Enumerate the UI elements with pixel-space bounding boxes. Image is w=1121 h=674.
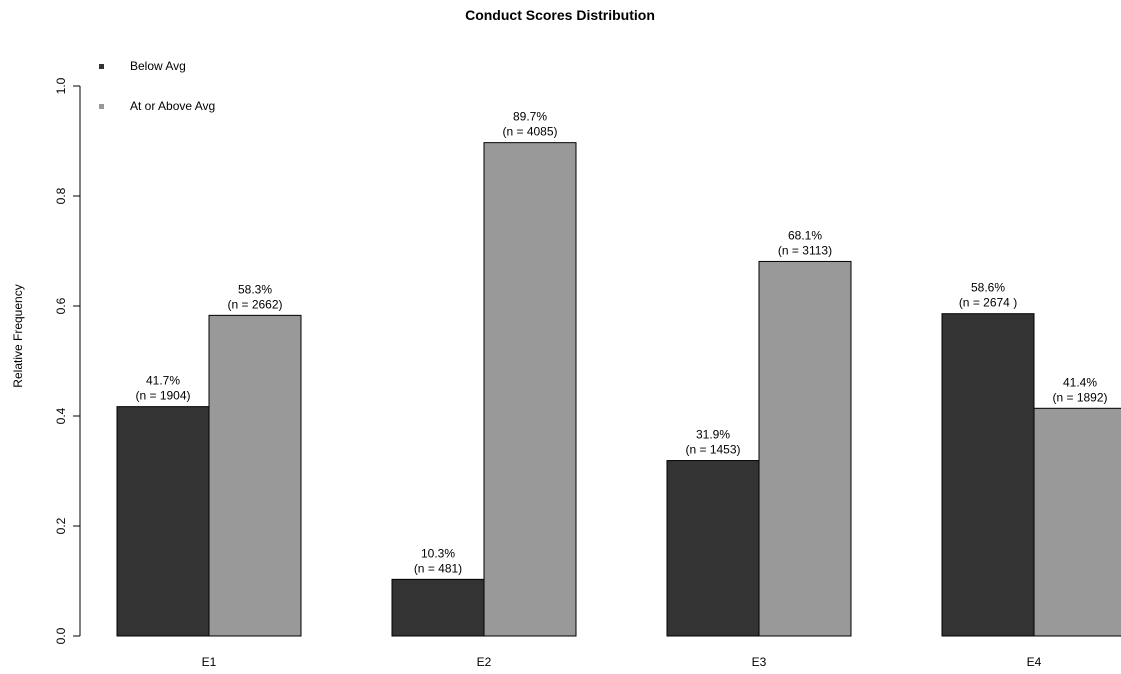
y-tick-label: 1.0 <box>54 77 68 94</box>
data-label-pct: 58.6% <box>971 281 1005 295</box>
bar-e1-below-avg <box>116 406 210 637</box>
legend-label: At or Above Avg <box>130 99 215 113</box>
y-tick-label: 0.8 <box>54 187 68 204</box>
x-axis: E1 E2 E3 E4 <box>202 655 1042 669</box>
chart-title: Conduct Scores Distribution <box>465 7 655 23</box>
bar-e3-at-or-above-avg <box>758 260 852 637</box>
y-tick-label: 0.4 <box>54 407 68 424</box>
x-tick-label: E1 <box>202 655 217 669</box>
bar-e4-at-or-above-avg <box>1033 407 1121 637</box>
y-axis: 0.0 0.2 0.4 0.6 0.8 1.0 <box>54 77 81 644</box>
data-label-n: (n = 3113) <box>778 243 832 257</box>
bars: 41.7%(n = 1904)58.3%(n = 2662)10.3%(n = … <box>116 110 1121 637</box>
data-label-n: (n = 4085) <box>502 125 557 139</box>
bar-e2-below-avg <box>391 578 485 637</box>
legend-label: Below Avg <box>130 59 186 73</box>
data-label-n: (n = 481) <box>414 561 462 575</box>
data-label-n: (n = 2662) <box>227 297 282 311</box>
data-label-n: (n = 1904) <box>135 389 190 403</box>
y-tick-label: 0.2 <box>54 517 68 534</box>
data-label-pct: 68.1% <box>788 228 822 242</box>
data-label-pct: 10.3% <box>421 546 455 560</box>
y-axis-label: Relative Frequency <box>11 284 25 387</box>
data-label-pct: 41.4% <box>1063 375 1097 389</box>
bar-e4-below-avg <box>941 313 1035 637</box>
y-tick-label: 0.0 <box>54 627 68 644</box>
legend-swatch <box>99 104 104 109</box>
data-label-pct: 31.9% <box>696 428 730 442</box>
data-label-n: (n = 1892) <box>1052 390 1107 404</box>
data-label-n: (n = 2674 ) <box>959 296 1017 310</box>
data-label-pct: 89.7% <box>513 110 547 124</box>
x-tick-label: E3 <box>752 655 767 669</box>
bar-e3-below-avg <box>666 460 760 637</box>
data-label-pct: 41.7% <box>146 374 180 388</box>
bar-e2-at-or-above-avg <box>483 142 577 637</box>
y-tick-label: 0.6 <box>54 297 68 314</box>
legend-swatch <box>99 64 104 69</box>
x-tick-label: E2 <box>477 655 492 669</box>
data-label-pct: 58.3% <box>238 282 272 296</box>
bar-e1-at-or-above-avg <box>208 314 302 637</box>
data-label-n: (n = 1453) <box>685 443 740 457</box>
legend: Below Avg At or Above Avg <box>99 59 215 113</box>
x-tick-label: E4 <box>1027 655 1042 669</box>
